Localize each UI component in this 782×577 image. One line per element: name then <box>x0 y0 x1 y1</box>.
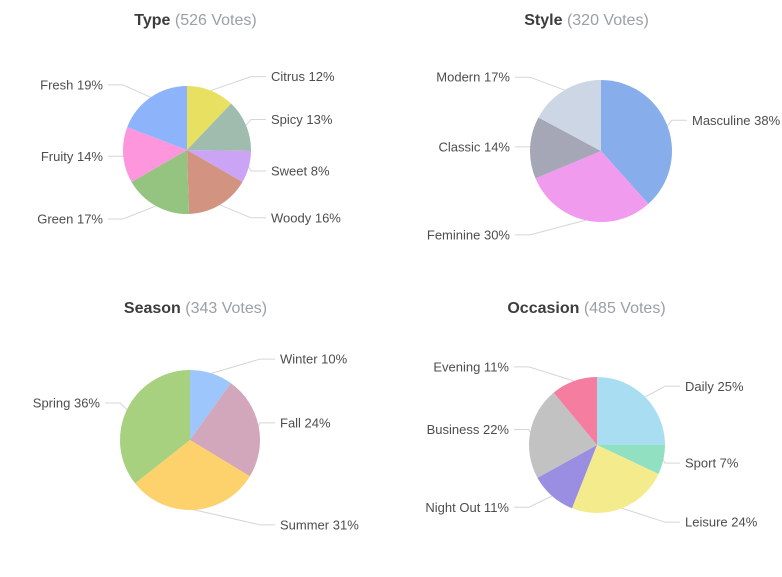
chart-votes-text: (526 Votes) <box>174 12 257 29</box>
slice-label-winter: Winter 10% <box>280 352 348 367</box>
slice-label-daily: Daily 25% <box>685 379 744 394</box>
label-leader-line-winter <box>211 358 275 374</box>
label-leader-line-citrus <box>210 76 266 92</box>
chart-title-text: Season <box>123 300 181 317</box>
slice-label-fresh: Fresh 19% <box>40 77 103 92</box>
chart-title-text: Occasion <box>507 300 580 317</box>
pie-chart-panel-style: Style (320 Votes) Masculine 38% Feminine … <box>391 0 782 288</box>
label-leader-line-feminine <box>515 219 586 236</box>
pie-slice-fruity[interactable] <box>122 127 187 182</box>
slice-label-spicy: Spicy 13% <box>271 112 333 127</box>
pie-chart-panel-type: Type (526 Votes) Citrus 12% Spicy 13% Swee… <box>0 0 391 288</box>
slice-label-business: Business 22% <box>427 422 510 437</box>
chart-title-text: Type <box>134 12 171 29</box>
chart-title-type: Type (526 Votes) <box>0 12 391 30</box>
pie-slice-masculine[interactable] <box>601 80 672 204</box>
pie-slice-feminine[interactable] <box>535 151 649 222</box>
label-leader-line-business <box>514 428 531 433</box>
label-leader-line-leisure <box>621 507 680 523</box>
pie-slice-woody[interactable] <box>187 150 243 214</box>
pie-slice-spicy[interactable] <box>187 103 251 152</box>
pie-slice-winter[interactable] <box>190 370 231 440</box>
pie-chart-type: Citrus 12% Spicy 13% Sweet 8% Woody 16% Gree… <box>37 69 341 227</box>
pie-chart-occasion: Daily 25% Sport 7% Leisure 24% Night Out 11… <box>425 359 758 530</box>
slice-label-sweet: Sweet 8% <box>271 164 330 179</box>
pie-slice-spring[interactable] <box>120 370 190 484</box>
pie-slice-citrus[interactable] <box>187 86 232 150</box>
pie-chart-panel-season: Season (343 Votes) Winter 10% Fall 24% Sum… <box>0 288 391 577</box>
slice-label-spring: Spring 36% <box>33 395 101 410</box>
chart-title-text: Style <box>524 12 563 29</box>
pie-slice-sweet[interactable] <box>187 150 251 182</box>
slice-label-evening: Evening 11% <box>433 359 509 374</box>
pie-slice-modern[interactable] <box>538 80 601 151</box>
label-leader-line-spring <box>105 402 128 410</box>
slice-label-summer: Summer 31% <box>280 517 359 532</box>
slice-label-leisure: Leisure 24% <box>685 515 758 530</box>
pie-slice-fall[interactable] <box>190 383 260 477</box>
pie-slice-leisure[interactable] <box>571 445 659 513</box>
label-leader-line-sweet <box>248 166 266 172</box>
chart-title-style: Style (320 Votes) <box>391 12 782 30</box>
pie-chart-season: Winter 10% Fall 24% Summer 31% Spring 36% <box>33 352 359 533</box>
label-leader-line-classic <box>515 146 531 148</box>
label-leader-line-modern <box>515 76 565 91</box>
pie-chart-style: Masculine 38% Feminine 30% Classic 14% Mode… <box>427 70 781 243</box>
pie-chart-panel-occasion: Occasion (485 Votes) Daily 25% Sport 7% Le… <box>391 288 782 577</box>
label-leader-line-summer <box>194 509 275 526</box>
slice-label-night-out: Night Out 11% <box>425 500 509 515</box>
pie-slice-fresh[interactable] <box>127 86 187 150</box>
label-leader-line-fresh <box>108 84 151 98</box>
pie-slice-classic[interactable] <box>530 117 601 179</box>
label-leader-line-spicy <box>245 118 266 126</box>
slice-label-sport: Sport 7% <box>685 456 739 471</box>
pie-slice-sport[interactable] <box>597 445 665 474</box>
slice-label-woody: Woody 16% <box>271 210 341 225</box>
pie-slice-summer[interactable] <box>135 440 250 510</box>
slice-label-fall: Fall 24% <box>280 415 331 430</box>
chart-votes-text: (343 Votes) <box>185 300 268 317</box>
slice-label-feminine: Feminine 30% <box>427 227 511 242</box>
label-leader-line-daily <box>644 385 680 398</box>
slice-label-masculine: Masculine 38% <box>692 113 781 128</box>
label-leader-line-fruity <box>108 154 124 157</box>
chart-title-occasion: Occasion (485 Votes) <box>391 300 782 318</box>
pie-slice-daily[interactable] <box>597 377 665 445</box>
slice-label-fruity: Fruity 14% <box>41 149 104 164</box>
label-leader-line-green <box>108 205 157 220</box>
label-leader-line-masculine <box>666 119 687 126</box>
label-leader-line-sport <box>662 459 680 464</box>
label-leader-line-woody <box>219 204 266 219</box>
slice-label-classic: Classic 14% <box>438 139 510 154</box>
label-leader-line-fall <box>258 422 275 427</box>
slice-label-green: Green 17% <box>37 212 103 227</box>
chart-votes-text: (320 Votes) <box>566 12 649 29</box>
slice-label-modern: Modern 17% <box>436 70 510 85</box>
chart-votes-text: (485 Votes) <box>583 300 666 317</box>
pie-slice-night-out[interactable] <box>537 445 597 509</box>
pie-slice-evening[interactable] <box>553 377 597 445</box>
chart-title-season: Season (343 Votes) <box>0 300 391 318</box>
label-leader-line-evening <box>514 366 575 382</box>
slice-label-citrus: Citrus 12% <box>271 69 335 84</box>
pie-slice-green[interactable] <box>131 150 190 215</box>
pie-slice-business[interactable] <box>529 392 597 478</box>
label-leader-line-night-out <box>514 495 553 508</box>
